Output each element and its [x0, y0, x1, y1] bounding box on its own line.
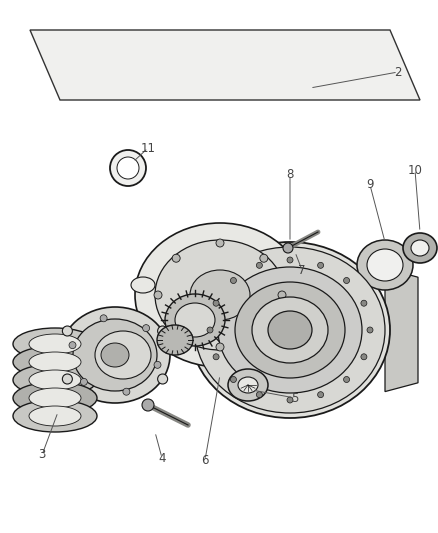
Circle shape [260, 328, 268, 336]
Circle shape [230, 278, 237, 284]
Circle shape [123, 388, 130, 395]
Circle shape [143, 325, 150, 332]
Ellipse shape [367, 249, 403, 281]
Ellipse shape [13, 328, 97, 360]
Circle shape [213, 354, 219, 360]
Circle shape [256, 392, 262, 398]
Ellipse shape [60, 307, 170, 403]
Ellipse shape [73, 319, 157, 391]
Ellipse shape [29, 334, 81, 354]
Circle shape [142, 399, 154, 411]
Circle shape [361, 354, 367, 360]
Ellipse shape [218, 267, 362, 393]
Circle shape [343, 278, 350, 284]
Ellipse shape [228, 369, 268, 401]
Circle shape [287, 397, 293, 403]
Circle shape [154, 291, 162, 299]
Circle shape [260, 254, 268, 262]
Circle shape [213, 300, 219, 306]
Circle shape [230, 376, 237, 383]
Ellipse shape [357, 240, 413, 290]
Ellipse shape [101, 343, 129, 367]
Text: 2: 2 [394, 66, 402, 78]
Ellipse shape [235, 282, 345, 378]
Text: 10: 10 [408, 164, 422, 176]
Circle shape [62, 326, 72, 336]
Text: 4: 4 [158, 451, 166, 464]
Ellipse shape [13, 346, 97, 378]
Ellipse shape [165, 294, 225, 346]
Circle shape [343, 376, 350, 383]
Ellipse shape [13, 400, 97, 432]
Circle shape [318, 262, 324, 268]
Ellipse shape [195, 247, 385, 413]
Ellipse shape [29, 388, 81, 408]
Circle shape [154, 361, 161, 368]
Polygon shape [30, 30, 420, 100]
Text: 6: 6 [201, 454, 209, 466]
Ellipse shape [411, 240, 429, 256]
Ellipse shape [268, 311, 312, 349]
Text: 7: 7 [298, 263, 306, 277]
Circle shape [110, 150, 146, 186]
Ellipse shape [190, 270, 250, 320]
Circle shape [318, 392, 324, 398]
Ellipse shape [135, 223, 305, 367]
Circle shape [158, 374, 168, 384]
Circle shape [367, 327, 373, 333]
Circle shape [69, 342, 76, 349]
Ellipse shape [252, 297, 328, 363]
Circle shape [216, 343, 224, 351]
Text: 9: 9 [366, 179, 374, 191]
Ellipse shape [29, 406, 81, 426]
Ellipse shape [29, 352, 81, 372]
Ellipse shape [403, 233, 437, 263]
Circle shape [287, 257, 293, 263]
Circle shape [361, 300, 367, 306]
Circle shape [283, 243, 293, 253]
Circle shape [256, 262, 262, 268]
Ellipse shape [13, 364, 97, 396]
Text: 3: 3 [38, 448, 46, 462]
Circle shape [207, 327, 213, 333]
Circle shape [172, 254, 180, 262]
Circle shape [100, 315, 107, 322]
Circle shape [216, 239, 224, 247]
Text: 8: 8 [286, 168, 294, 182]
Circle shape [81, 378, 88, 385]
Circle shape [158, 326, 168, 336]
Circle shape [278, 291, 286, 299]
Ellipse shape [175, 303, 215, 337]
Text: 5: 5 [291, 392, 299, 405]
Polygon shape [385, 269, 418, 392]
Ellipse shape [13, 382, 97, 414]
Circle shape [62, 374, 72, 384]
Ellipse shape [131, 277, 155, 293]
Ellipse shape [238, 377, 258, 393]
Ellipse shape [157, 325, 193, 355]
Circle shape [117, 157, 139, 179]
Ellipse shape [29, 370, 81, 390]
Ellipse shape [155, 240, 285, 350]
Text: 11: 11 [141, 141, 155, 155]
Ellipse shape [190, 242, 390, 418]
Ellipse shape [95, 331, 151, 379]
Circle shape [172, 328, 180, 336]
